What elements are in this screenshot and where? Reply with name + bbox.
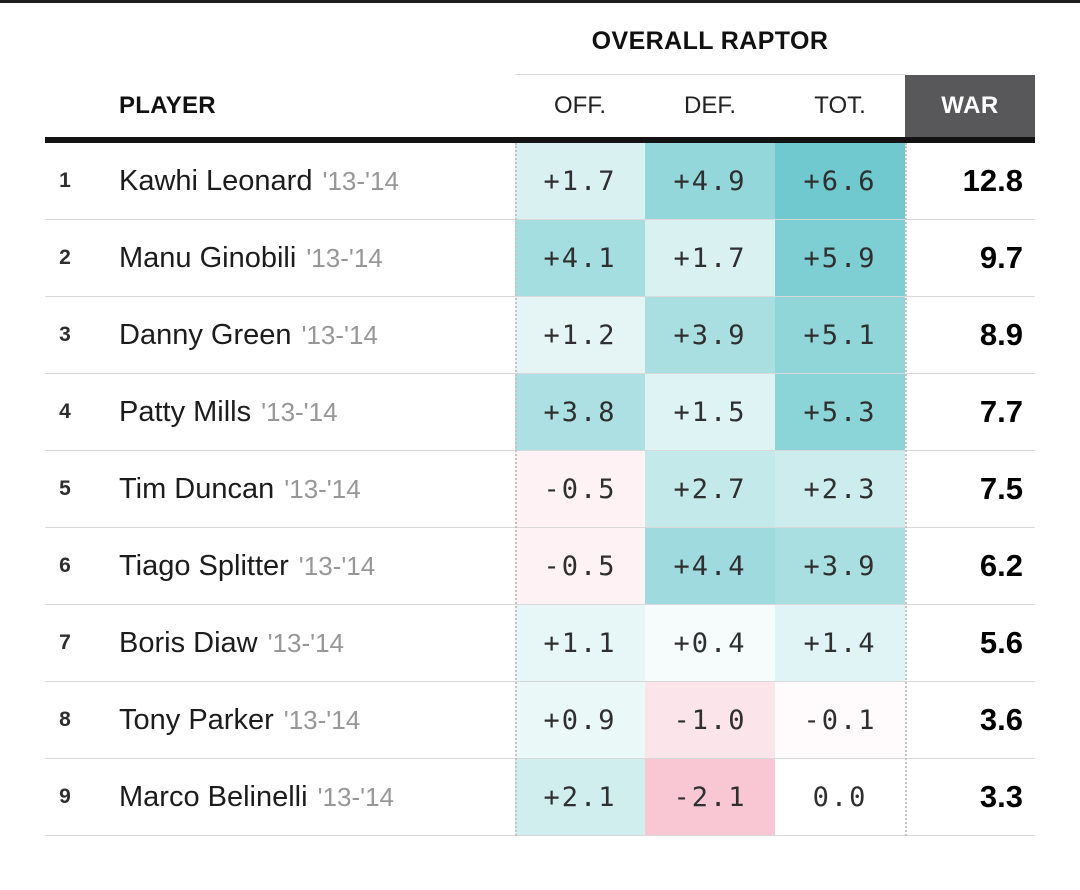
def-cell: +1.5 — [645, 374, 775, 450]
off-cell: +0.9 — [515, 682, 645, 758]
player-name: Tim Duncan — [119, 472, 275, 505]
player-name: Boris Diaw — [119, 626, 258, 659]
war-value: 3.3 — [979, 779, 1023, 814]
rank-column-header-spacer — [45, 75, 85, 137]
player-name: Manu Ginobili — [119, 241, 297, 274]
dotted-divider-right — [905, 143, 907, 836]
player-cell: Tiago Splitter '13-'14 — [85, 528, 515, 604]
rank: 3 — [59, 323, 71, 346]
off-cell: +4.1 — [515, 220, 645, 296]
player-season: '13-'14 — [317, 781, 395, 812]
war-value: 7.7 — [979, 394, 1023, 429]
tot-cell: +6.6 — [775, 143, 905, 219]
table-row: 9 Marco Belinelli '13-'14 +2.1 -2.1 0.0 … — [45, 759, 1035, 836]
def-cell: +0.4 — [645, 605, 775, 681]
war-column-header: WAR — [905, 75, 1035, 137]
player-name: Patty Mills — [119, 395, 252, 428]
tot-cell: +1.4 — [775, 605, 905, 681]
tot-cell: +5.3 — [775, 374, 905, 450]
rank: 4 — [59, 400, 71, 423]
war-value: 8.9 — [979, 317, 1023, 352]
player-cell: Manu Ginobili '13-'14 — [85, 220, 515, 296]
rank: 2 — [59, 246, 71, 269]
off-cell: +1.1 — [515, 605, 645, 681]
group-header: OVERALL RAPTOR — [45, 3, 1035, 75]
player-cell: Boris Diaw '13-'14 — [85, 605, 515, 681]
table-rows: 1 Kawhi Leonard '13-'14 +1.7 +4.9 +6.6 1… — [45, 143, 1035, 836]
def-cell: -2.1 — [645, 759, 775, 835]
overall-raptor-title: OVERALL RAPTOR — [515, 27, 905, 75]
def-column-header: DEF. — [683, 92, 736, 119]
def-cell: +4.4 — [645, 528, 775, 604]
table-row: 1 Kawhi Leonard '13-'14 +1.7 +4.9 +6.6 1… — [45, 143, 1035, 220]
table-body: 1 Kawhi Leonard '13-'14 +1.7 +4.9 +6.6 1… — [45, 143, 1035, 836]
table-row: 2 Manu Ginobili '13-'14 +4.1 +1.7 +5.9 9… — [45, 220, 1035, 297]
tot-cell: +3.9 — [775, 528, 905, 604]
off-cell: -0.5 — [515, 451, 645, 527]
player-season: '13-'14 — [298, 550, 376, 581]
off-cell: +3.8 — [515, 374, 645, 450]
def-cell: +3.9 — [645, 297, 775, 373]
war-value: 6.2 — [979, 548, 1023, 583]
tot-column-header: TOT. — [814, 92, 866, 119]
table-row: 5 Tim Duncan '13-'14 -0.5 +2.7 +2.3 7.5 — [45, 451, 1035, 528]
player-column-header: PLAYER — [119, 92, 216, 119]
tot-cell: +2.3 — [775, 451, 905, 527]
player-name: Tony Parker — [119, 703, 274, 736]
table-row: 8 Tony Parker '13-'14 +0.9 -1.0 -0.1 3.6 — [45, 682, 1035, 759]
off-cell: +2.1 — [515, 759, 645, 835]
rank: 1 — [59, 169, 71, 192]
top-divider — [0, 0, 1080, 3]
war-value: 9.7 — [979, 240, 1023, 275]
player-cell: Marco Belinelli '13-'14 — [85, 759, 515, 835]
player-season: '13-'14 — [261, 396, 338, 427]
rank: 5 — [59, 477, 71, 500]
raptor-stats-table: OVERALL RAPTOR PLAYER OFF. DEF. TOT. WAR… — [45, 3, 1035, 836]
player-cell: Patty Mills '13-'14 — [85, 374, 515, 450]
player-season: '13-'14 — [267, 627, 345, 658]
tot-cell: -0.1 — [775, 682, 905, 758]
player-season: '13-'14 — [284, 473, 361, 504]
war-value: 12.8 — [962, 163, 1023, 198]
player-name: Marco Belinelli — [119, 780, 308, 813]
rank: 7 — [59, 631, 71, 654]
player-cell: Tim Duncan '13-'14 — [85, 451, 515, 527]
war-value: 7.5 — [979, 471, 1023, 506]
war-value: 5.6 — [979, 625, 1023, 660]
player-name: Tiago Splitter — [119, 549, 289, 582]
header-divider-line — [45, 137, 1035, 143]
column-header-row: PLAYER OFF. DEF. TOT. WAR — [45, 75, 1035, 137]
player-season: '13-'14 — [301, 319, 378, 350]
player-cell: Danny Green '13-'14 — [85, 297, 515, 373]
def-cell: +4.9 — [645, 143, 775, 219]
table-row: 6 Tiago Splitter '13-'14 -0.5 +4.4 +3.9 … — [45, 528, 1035, 605]
off-cell: -0.5 — [515, 528, 645, 604]
player-name: Kawhi Leonard — [119, 164, 313, 197]
tot-cell: +5.9 — [775, 220, 905, 296]
def-cell: +1.7 — [645, 220, 775, 296]
player-season: '13-'14 — [283, 704, 361, 735]
off-cell: +1.7 — [515, 143, 645, 219]
player-cell: Tony Parker '13-'14 — [85, 682, 515, 758]
tot-cell: 0.0 — [775, 759, 905, 835]
player-cell: Kawhi Leonard '13-'14 — [85, 143, 515, 219]
table-row: 3 Danny Green '13-'14 +1.2 +3.9 +5.1 8.9 — [45, 297, 1035, 374]
rank: 8 — [59, 708, 71, 731]
off-cell: +1.2 — [515, 297, 645, 373]
off-column-header: OFF. — [554, 92, 606, 119]
rank: 9 — [59, 785, 71, 808]
player-name: Danny Green — [119, 318, 292, 351]
table-row: 7 Boris Diaw '13-'14 +1.1 +0.4 +1.4 5.6 — [45, 605, 1035, 682]
def-cell: -1.0 — [645, 682, 775, 758]
player-season: '13-'14 — [306, 242, 383, 273]
war-value: 3.6 — [979, 702, 1023, 737]
player-season: '13-'14 — [322, 165, 399, 196]
rank: 6 — [59, 554, 71, 577]
dotted-divider-left — [515, 143, 517, 836]
tot-cell: +5.1 — [775, 297, 905, 373]
def-cell: +2.7 — [645, 451, 775, 527]
table-row: 4 Patty Mills '13-'14 +3.8 +1.5 +5.3 7.7 — [45, 374, 1035, 451]
